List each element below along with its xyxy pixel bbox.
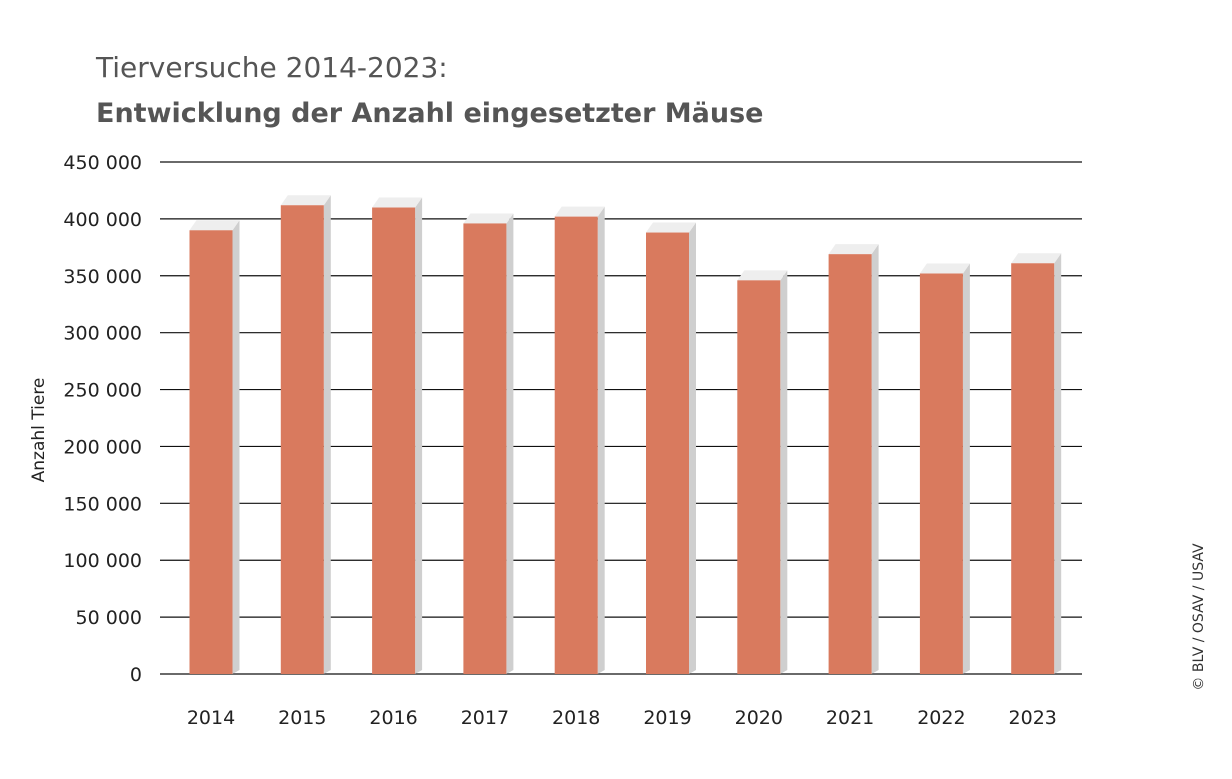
- bar-top: [189, 220, 240, 231]
- bar-side: [506, 213, 514, 674]
- bar-2018: [554, 206, 605, 674]
- bar-side: [232, 220, 240, 674]
- x-tick-label: 2016: [369, 707, 417, 729]
- bar-front: [919, 273, 963, 674]
- bar-top: [554, 206, 605, 217]
- bar-side: [323, 195, 331, 675]
- x-tick-label: 2020: [735, 707, 783, 729]
- y-tick-label: 400 000: [63, 209, 142, 231]
- y-tick-label: 0: [130, 664, 142, 686]
- copyright-credit: © BLV / OSAV / USAV: [1191, 543, 1207, 691]
- bar-top: [919, 263, 970, 274]
- bars: [189, 195, 1062, 675]
- bar-top: [372, 197, 423, 208]
- y-tick-label: 300 000: [63, 323, 142, 345]
- x-tick-label: 2018: [552, 707, 600, 729]
- bar-side: [597, 206, 605, 674]
- bar-top: [646, 222, 696, 233]
- bar-front: [280, 205, 324, 675]
- bar-2016: [372, 197, 423, 674]
- y-tick-label: 250 000: [63, 380, 142, 402]
- chart-title: Tierversuche 2014-2023:: [95, 51, 448, 84]
- y-tick-label: 350 000: [63, 266, 142, 288]
- x-tick-label: 2022: [917, 707, 965, 729]
- bar-front: [554, 216, 598, 674]
- bar-side: [780, 270, 788, 674]
- bar-front: [828, 254, 872, 674]
- bar-top: [280, 195, 331, 206]
- bar-2019: [646, 222, 696, 674]
- chart-subtitle: Entwicklung der Anzahl eingesetzter Mäus…: [96, 98, 764, 129]
- y-tick-label: 100 000: [63, 550, 142, 572]
- y-axis-label: Anzahl Tiere: [29, 378, 49, 483]
- bar-2021: [828, 244, 879, 674]
- bar-side: [689, 222, 696, 674]
- x-axis-ticks: 2014 2015 2016 2017 2018 2019 2020 2021 2022 2023: [187, 707, 1057, 729]
- bar-2023: [1011, 253, 1062, 675]
- y-tick-label: 50 000: [76, 607, 142, 629]
- y-tick-label: 200 000: [63, 436, 142, 458]
- bar-front: [646, 232, 689, 674]
- x-tick-label: 2014: [187, 707, 235, 729]
- bar-side: [962, 263, 970, 674]
- bar-2015: [280, 195, 331, 675]
- x-tick-label: 2023: [1009, 707, 1057, 729]
- bar-top: [828, 244, 879, 255]
- x-tick-label: 2021: [826, 707, 874, 729]
- bar-front: [1011, 263, 1055, 674]
- bar-side: [1054, 253, 1062, 675]
- bar-side: [415, 197, 423, 674]
- bar-front: [463, 223, 507, 674]
- bar-2022: [919, 263, 970, 674]
- bar-2014: [189, 220, 240, 674]
- x-tick-label: 2019: [643, 707, 691, 729]
- bar-side: [871, 244, 879, 674]
- bar-top: [463, 213, 514, 224]
- bar-2017: [463, 213, 514, 674]
- y-tick-label: 150 000: [63, 493, 142, 515]
- x-tick-label: 2015: [278, 707, 326, 729]
- bar-front: [737, 280, 781, 674]
- y-tick-label: 450 000: [63, 152, 142, 174]
- y-axis-ticks: 0 50 000 100 000 150 000 200 000 250 000 300 0…: [63, 152, 142, 686]
- bar-top: [1011, 253, 1062, 264]
- bar-front: [372, 207, 416, 674]
- bar-front: [189, 230, 233, 674]
- bar-top: [737, 270, 788, 281]
- x-tick-label: 2017: [461, 707, 509, 729]
- bar-2020: [737, 270, 788, 674]
